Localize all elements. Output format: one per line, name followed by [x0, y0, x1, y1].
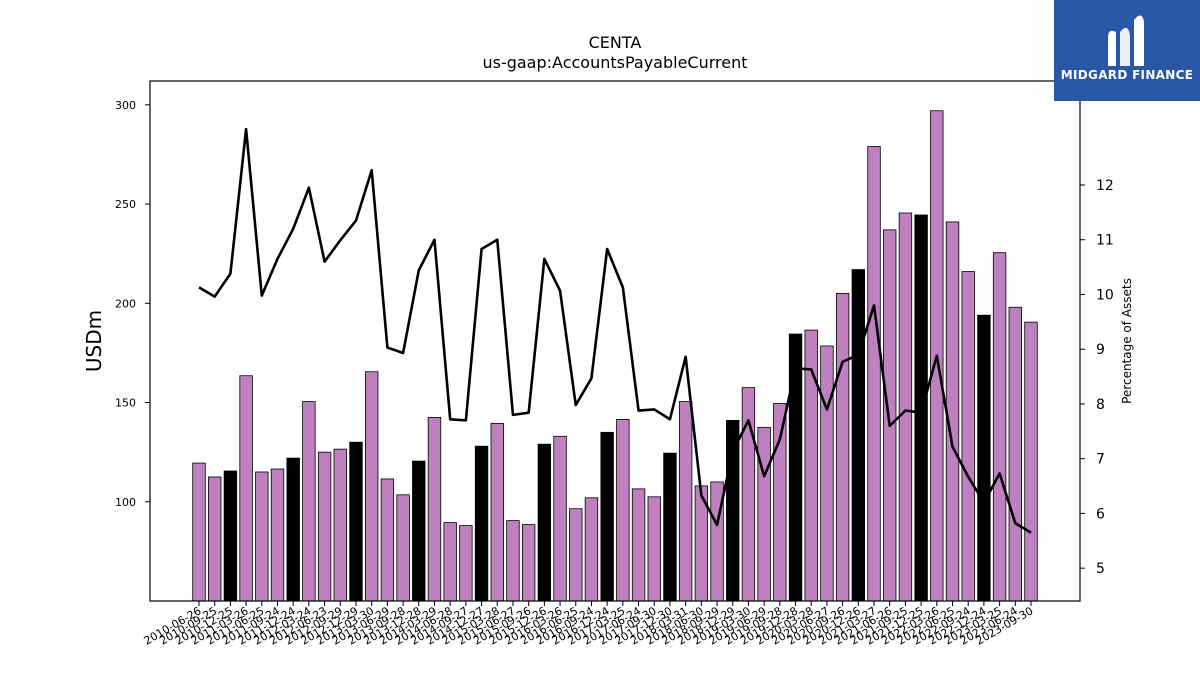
bar-2017-06-24 [631, 488, 646, 602]
y2-tick-label: 8 [1096, 397, 1105, 413]
bar-2020-12-26 [851, 269, 865, 602]
bar-2010-06-26 [192, 462, 206, 602]
y2-tick-label: 5 [1096, 561, 1105, 577]
y-axis-label: USDm [82, 310, 106, 372]
y-tick-label: 200 [115, 297, 136, 310]
bar-series [192, 110, 1038, 602]
bar-2020-09-26 [835, 292, 850, 602]
bar-2015-12-26 [537, 443, 552, 602]
bar-2010-09-25 [208, 476, 222, 602]
bar-2016-03-26 [553, 435, 567, 602]
bar-2011-03-26 [239, 375, 253, 602]
bar-2023-03-25 [992, 252, 1007, 602]
bar-2022-06-25 [945, 221, 960, 602]
bar-2015-03-28 [490, 422, 504, 602]
y2-tick-label: 10 [1096, 287, 1114, 303]
bar-2010-12-25 [223, 470, 238, 602]
y-axis-right: 5 6 7 8 9 10 11 12 [1080, 178, 1114, 577]
bar-2014-12-27 [474, 445, 489, 602]
bar-2018-12-29 [726, 419, 740, 602]
bar-2017-12-30 [663, 452, 677, 602]
x-axis: 2010-06-262010-09-252010-12-252011-03-26… [142, 601, 1036, 648]
bar-2014-03-29 [427, 417, 442, 602]
bar-2020-06-27 [820, 345, 834, 602]
midgard-finance-logo: MIDGARD FINANCE [1054, 0, 1200, 101]
y-tick-label: 100 [115, 496, 136, 509]
y2-tick-label: 12 [1096, 178, 1114, 194]
plot-frame [149, 80, 1081, 602]
bar-2021-09-25 [898, 212, 913, 602]
y-axis-left: 100 150 200 250 300 [115, 99, 150, 509]
midgard-m-icon [1108, 15, 1144, 67]
bar-2013-12-28 [412, 460, 426, 602]
bar-2014-06-28 [443, 522, 457, 602]
bar-2016-12-24 [600, 431, 614, 602]
y2-axis-label: Percentage of Assets [1120, 278, 1134, 404]
bar-2017-09-30 [647, 496, 661, 602]
bar-2013-03-30 [364, 371, 379, 602]
y2-tick-label: 9 [1096, 342, 1105, 358]
bar-2015-09-26 [521, 524, 536, 602]
bar-2012-03-24 [302, 401, 316, 602]
bar-2021-06-26 [883, 229, 897, 602]
bar-2014-09-27 [459, 525, 473, 602]
chart-title: CENTA [589, 33, 642, 52]
y-tick-label: 300 [115, 99, 136, 112]
logo-text: MIDGARD FINANCE [1060, 68, 1194, 82]
y2-tick-label: 7 [1096, 452, 1105, 468]
percent-line-series [198, 127, 1032, 534]
bar-2011-12-24 [286, 457, 300, 602]
bar-2023-06-24 [1008, 306, 1022, 602]
bar-2016-09-24 [584, 497, 599, 602]
y2-tick-label: 6 [1096, 506, 1105, 522]
bar-2019-06-29 [757, 426, 771, 602]
bar-2023-09-30 [1024, 321, 1038, 602]
bar-2017-03-25 [616, 418, 630, 602]
bar-2013-06-29 [380, 478, 395, 602]
percent-of-assets-line [198, 127, 1032, 534]
bar-2011-09-24 [270, 468, 285, 602]
bar-2022-09-24 [961, 271, 975, 602]
y2-tick-label: 11 [1096, 233, 1114, 249]
bar-2012-12-29 [349, 441, 363, 602]
bar-2013-09-28 [396, 494, 410, 602]
bar-2015-06-27 [506, 520, 520, 602]
bar-2021-03-27 [867, 146, 881, 602]
bar-2022-12-24 [977, 314, 991, 602]
bar-2012-09-29 [333, 448, 347, 602]
y-tick-label: 250 [115, 198, 136, 211]
bar-2012-06-23 [317, 451, 332, 602]
bar-2018-03-31 [678, 401, 693, 602]
bar-2016-06-25 [569, 508, 583, 602]
chart-subtitle: us-gaap:AccountsPayableCurrent [482, 53, 747, 72]
bar-2011-06-25 [255, 471, 269, 602]
bar-2019-09-28 [773, 403, 787, 602]
y-tick-label: 150 [115, 397, 136, 410]
